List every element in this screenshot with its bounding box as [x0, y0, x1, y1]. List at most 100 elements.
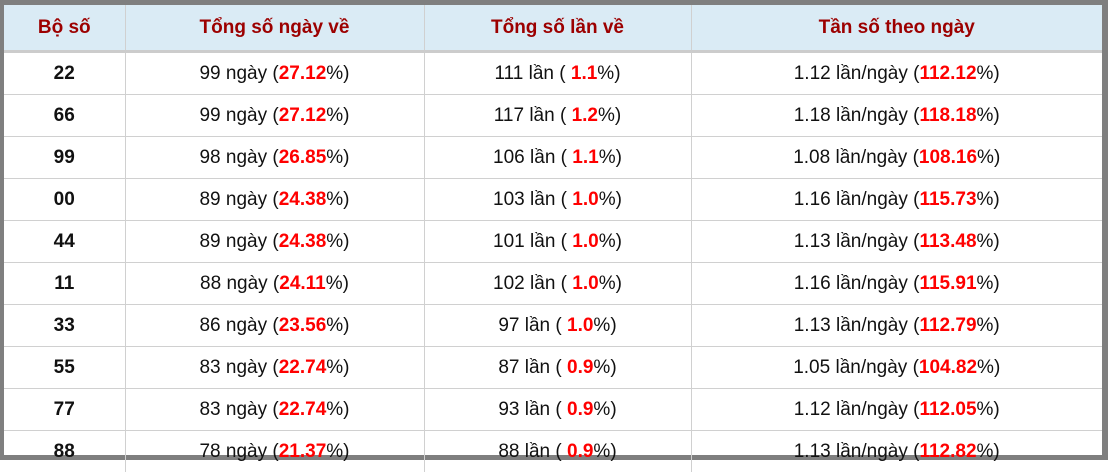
tan-so-value: 1.16 [794, 189, 831, 210]
ngay-pct: 26.85 [279, 147, 327, 168]
cell-bo-so: 66 [4, 95, 125, 137]
lan-unit: lần [529, 63, 554, 84]
lan-unit: lần [530, 147, 555, 168]
cell-bo-so: 99 [4, 137, 125, 179]
tan-so-value: 1.18 [794, 105, 831, 126]
cell-tan-so: 1.16 lần/ngày (115.91%) [691, 263, 1102, 305]
tan-so-unit: lần/ngày [836, 441, 908, 462]
cell-lan-ve: 88 lần ( 0.9%) [424, 431, 691, 472]
ngay-count: 83 [199, 399, 220, 420]
tan-so-unit: lần/ngày [836, 63, 908, 84]
lan-pct: 1.0 [572, 231, 598, 252]
ngay-pct: 21.37 [279, 441, 327, 462]
cell-ngay-ve: 86 ngày (23.56%) [125, 305, 424, 347]
lan-unit: lần [530, 231, 555, 252]
tan-so-value: 1.16 [794, 273, 831, 294]
tan-so-pct: 112.05 [919, 399, 976, 420]
ngay-unit: ngày [226, 63, 267, 84]
cell-bo-so: 11 [4, 263, 125, 305]
cell-lan-ve: 111 lần ( 1.1%) [424, 52, 691, 95]
cell-ngay-ve: 89 ngày (24.38%) [125, 221, 424, 263]
tan-so-pct: 108.16 [919, 147, 977, 168]
cell-lan-ve: 117 lần ( 1.2%) [424, 95, 691, 137]
tan-so-value: 1.12 [794, 63, 831, 84]
stats-table-frame: Bộ số Tổng số ngày về Tổng số lần về Tần… [0, 0, 1108, 460]
ngay-count: 89 [199, 189, 220, 210]
cell-lan-ve: 93 lần ( 0.9%) [424, 389, 691, 431]
ngay-pct: 27.12 [279, 105, 327, 126]
lan-unit: lần [530, 189, 555, 210]
ngay-pct: 22.74 [279, 399, 327, 420]
tan-so-pct: 115.91 [919, 273, 976, 294]
cell-ngay-ve: 99 ngày (27.12%) [125, 52, 424, 95]
lan-unit: lần [525, 441, 550, 462]
cell-bo-so: 88 [4, 431, 125, 472]
lan-count: 102 [493, 273, 525, 294]
tan-so-value: 1.13 [794, 231, 831, 252]
header-tong-so-lan-ve: Tổng số lần về [424, 5, 691, 52]
lan-count: 93 [498, 399, 519, 420]
ngay-count: 98 [199, 147, 220, 168]
ngay-unit: ngày [226, 231, 267, 252]
cell-ngay-ve: 83 ngày (22.74%) [125, 389, 424, 431]
cell-ngay-ve: 83 ngày (22.74%) [125, 347, 424, 389]
lan-unit: lần [525, 399, 550, 420]
ngay-unit: ngày [226, 315, 267, 336]
ngay-count: 88 [200, 273, 221, 294]
ngay-pct: 23.56 [279, 315, 327, 336]
cell-lan-ve: 102 lần ( 1.0%) [424, 263, 691, 305]
cell-bo-so: 55 [4, 347, 125, 389]
lan-count: 88 [498, 441, 519, 462]
cell-bo-so: 44 [4, 221, 125, 263]
cell-tan-so: 1.13 lần/ngày (112.82%) [691, 431, 1102, 472]
lan-pct: 1.0 [572, 189, 598, 210]
tan-so-unit: lần/ngày [836, 231, 908, 252]
tan-so-pct: 113.48 [919, 231, 976, 252]
tan-so-unit: lần/ngày [835, 357, 907, 378]
tan-so-pct: 112.12 [919, 63, 976, 84]
ngay-pct: 24.38 [279, 189, 327, 210]
header-row: Bộ số Tổng số ngày về Tổng số lần về Tần… [4, 5, 1102, 52]
lan-count: 111 [494, 63, 523, 84]
tan-so-unit: lần/ngày [836, 399, 908, 420]
tan-so-unit: lần/ngày [836, 105, 908, 126]
ngay-count: 78 [199, 441, 220, 462]
tan-so-value: 1.13 [794, 441, 831, 462]
lan-pct: 0.9 [567, 441, 593, 462]
ngay-unit: ngày [226, 147, 267, 168]
ngay-count: 99 [199, 105, 220, 126]
ngay-unit: ngày [226, 357, 267, 378]
ngay-count: 86 [199, 315, 220, 336]
stats-table: Bộ số Tổng số ngày về Tổng số lần về Tần… [4, 5, 1102, 472]
ngay-count: 83 [199, 357, 220, 378]
ngay-pct: 24.38 [279, 231, 327, 252]
cell-ngay-ve: 89 ngày (24.38%) [125, 179, 424, 221]
lan-pct: 0.9 [567, 357, 593, 378]
cell-tan-so: 1.05 lần/ngày (104.82%) [691, 347, 1102, 389]
lan-count: 117 [494, 105, 524, 126]
tan-so-unit: lần/ngày [835, 147, 907, 168]
tan-so-value: 1.08 [793, 147, 830, 168]
tan-so-pct: 118.18 [919, 105, 976, 126]
tan-so-value: 1.12 [794, 399, 831, 420]
ngay-count: 99 [199, 63, 220, 84]
cell-bo-so: 33 [4, 305, 125, 347]
lan-count: 87 [498, 357, 519, 378]
lan-pct: 0.9 [567, 399, 593, 420]
cell-lan-ve: 101 lần ( 1.0%) [424, 221, 691, 263]
lan-count: 106 [493, 147, 525, 168]
cell-tan-so: 1.13 lần/ngày (113.48%) [691, 221, 1102, 263]
ngay-pct: 27.12 [279, 63, 327, 84]
tan-so-unit: lần/ngày [836, 189, 908, 210]
ngay-unit: ngày [226, 273, 267, 294]
header-tong-so-ngay-ve: Tổng số ngày về [125, 5, 424, 52]
tan-so-unit: lần/ngày [836, 315, 908, 336]
lan-pct: 1.0 [572, 273, 598, 294]
lan-count: 97 [498, 315, 519, 336]
